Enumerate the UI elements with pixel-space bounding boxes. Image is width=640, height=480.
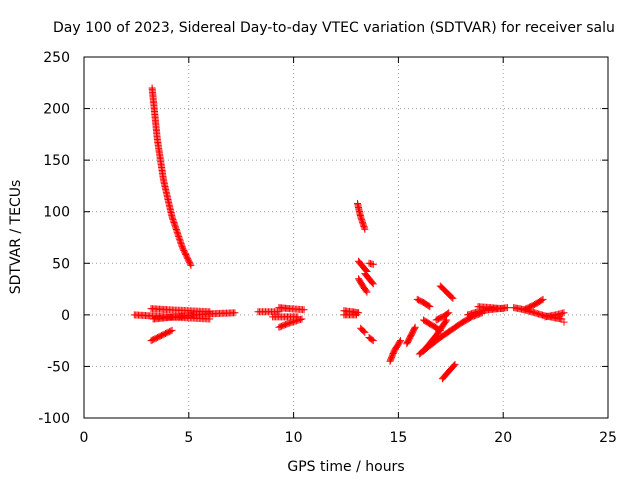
series-segment [357, 324, 369, 336]
data-point-marker [369, 280, 377, 288]
plot-frame [83, 56, 609, 419]
data-point-marker [396, 337, 404, 345]
data-point-marker [168, 326, 176, 334]
series-segment [420, 316, 451, 355]
x-axis-label: GPS time / hours [287, 459, 404, 475]
y-axis-label: SDTVAR / TECUs [8, 180, 24, 295]
data-point-marker [448, 293, 456, 301]
series-segment [149, 310, 214, 323]
data-point-marker [298, 315, 306, 323]
y-tick-label: -100 [38, 411, 70, 427]
series-segment [520, 295, 547, 314]
data-point-marker [425, 302, 433, 310]
x-tick-label: 0 [80, 430, 89, 446]
series-segment [541, 309, 568, 321]
series-segment [269, 313, 302, 321]
tick-layer: 0 5 10 15 20 25 -100 -50 0 50 100 150 200 250 [38, 50, 617, 446]
series-segment [340, 311, 360, 319]
data-point-marker [368, 336, 376, 344]
data-point-marker [294, 313, 302, 321]
data-point-marker [442, 317, 450, 325]
series-segment [148, 84, 195, 269]
series-segment [361, 270, 377, 288]
data-point-marker [560, 318, 568, 326]
series-segment [365, 334, 377, 345]
data-point-marker [186, 260, 194, 268]
data-point-marker [361, 225, 369, 233]
data-point-marker [396, 338, 404, 346]
y-tick-label: -50 [47, 359, 70, 375]
y-tick-label: 250 [43, 50, 70, 66]
x-tick-label: 20 [494, 430, 512, 446]
series-segment [275, 315, 306, 331]
data-point-marker [369, 337, 377, 345]
data-point-marker [499, 305, 507, 313]
series-segment [354, 199, 369, 233]
x-tick-label: 25 [599, 430, 617, 446]
series-segment [355, 275, 371, 296]
grid-layer [84, 57, 608, 418]
series-segment [403, 323, 419, 348]
y-tick-label: 200 [43, 102, 70, 118]
chart-title: Day 100 of 2023, Sidereal Day-to-day VTE… [53, 20, 615, 36]
data-point-marker [451, 360, 459, 368]
series-segment [560, 318, 568, 326]
data-point-marker [368, 279, 376, 287]
series-segment [436, 282, 457, 302]
data-point-marker [363, 288, 371, 296]
data-point-marker [450, 361, 458, 369]
data-point-marker [187, 261, 195, 269]
marks-layer [130, 84, 568, 383]
data-point-marker [426, 303, 434, 311]
series-segment [147, 326, 176, 345]
data-point-marker [539, 295, 547, 303]
y-tick-label: 50 [52, 256, 70, 272]
series-segment [438, 360, 459, 383]
data-point-marker [560, 309, 568, 317]
data-point-marker [445, 309, 453, 317]
data-point-marker [369, 260, 377, 268]
data-point-marker [503, 304, 511, 312]
x-tick-label: 15 [389, 430, 407, 446]
series-segment [355, 257, 371, 276]
y-tick-label: 150 [43, 153, 70, 169]
data-point-marker [538, 296, 546, 304]
x-tick-label: 10 [285, 430, 303, 446]
data-point-marker [362, 287, 370, 295]
data-point-marker [361, 328, 369, 336]
data-point-marker [411, 323, 419, 331]
data-point-marker [449, 294, 457, 302]
x-tick-label: 5 [184, 430, 193, 446]
series-segment [386, 337, 404, 365]
data-point-marker [352, 311, 360, 319]
data-point-marker [231, 309, 239, 317]
y-tick-label: 0 [61, 308, 70, 324]
data-point-marker [360, 327, 368, 335]
data-point-marker [411, 324, 419, 332]
series-segment [365, 259, 377, 268]
series-segment [432, 309, 453, 324]
series-segment [206, 309, 239, 318]
data-point-marker [167, 327, 175, 335]
series-segment [413, 295, 434, 311]
data-point-marker [300, 306, 308, 314]
series-segment [275, 304, 308, 314]
y-tick-label: 100 [43, 205, 70, 221]
data-point-marker [444, 310, 452, 318]
series-segment [474, 303, 507, 313]
